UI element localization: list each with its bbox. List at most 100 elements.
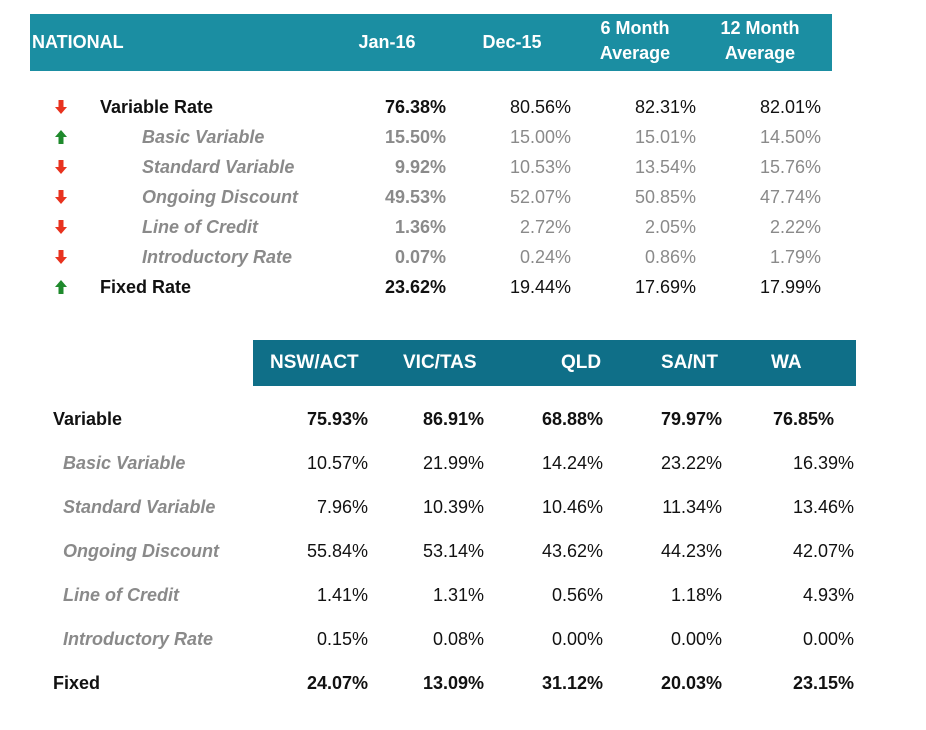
- national-row: Basic Variable 15.50% 15.00% 15.01% 14.50%: [0, 122, 926, 152]
- value-wa: 42.07%: [792, 541, 854, 561]
- value-dec-15: 52.07%: [509, 187, 571, 207]
- value-vic-tas: 21.99%: [422, 453, 484, 473]
- value-dec-15: 2.72%: [519, 217, 571, 237]
- value-6-month-average: 0.86%: [644, 247, 696, 267]
- header-nsw-act: NSW/ACT: [270, 352, 359, 373]
- value-dec-15: 0.24%: [519, 247, 571, 267]
- value-qld: 0.56%: [551, 585, 603, 605]
- state-row: Line of Credit 1.41% 1.31% 0.56% 1.18% 4.93%: [0, 580, 926, 610]
- row-label: Fixed: [53, 673, 101, 693]
- header-12-month-line2: Average: [724, 43, 796, 63]
- header-vic-tas: VIC/TAS: [403, 352, 477, 373]
- value-sa-nt: 20.03%: [660, 673, 722, 693]
- value-6-month-average: 15.01%: [634, 127, 696, 147]
- row-label: Standard Variable: [63, 497, 216, 517]
- value-qld: 68.88%: [541, 409, 603, 429]
- row-label: Basic Variable: [63, 453, 186, 473]
- value-6-month-average: 13.54%: [634, 157, 696, 177]
- value-nsw-act: 0.15%: [316, 629, 368, 649]
- state-table-header: NSW/ACT VIC/TAS QLD SA/NT WA: [253, 340, 856, 386]
- arrow-down-icon: [55, 190, 67, 204]
- value-vic-tas: 86.91%: [422, 409, 484, 429]
- row-label: Introductory Rate: [63, 629, 214, 649]
- national-row: Ongoing Discount 49.53% 52.07% 50.85% 47.74%: [0, 182, 926, 212]
- value-dec-15: 80.56%: [509, 97, 571, 117]
- row-label: Ongoing Discount: [142, 187, 298, 207]
- value-6-month-average: 82.31%: [634, 97, 696, 117]
- value-vic-tas: 0.08%: [432, 629, 484, 649]
- value-6-month-average: 50.85%: [634, 187, 696, 207]
- value-wa: 13.46%: [792, 497, 854, 517]
- value-12-month-average: 15.76%: [759, 157, 821, 177]
- value-sa-nt: 11.34%: [662, 497, 722, 517]
- arrow-down-icon: [55, 250, 67, 264]
- value-sa-nt: 44.23%: [660, 541, 722, 561]
- row-label: Fixed Rate: [100, 277, 192, 297]
- value-nsw-act: 7.96%: [316, 497, 368, 517]
- value-vic-tas: 1.31%: [432, 585, 484, 605]
- value-nsw-act: 1.41%: [316, 585, 368, 605]
- value-jan-16: 76.38%: [384, 97, 446, 117]
- value-nsw-act: 10.57%: [306, 453, 368, 473]
- value-dec-15: 19.44%: [509, 277, 571, 297]
- value-sa-nt: 0.00%: [670, 629, 722, 649]
- value-vic-tas: 53.14%: [422, 541, 484, 561]
- value-sa-nt: 23.22%: [660, 453, 722, 473]
- value-nsw-act: 55.84%: [306, 541, 368, 561]
- value-vic-tas: 13.09%: [422, 673, 484, 693]
- value-12-month-average: 82.01%: [759, 97, 821, 117]
- value-qld: 14.24%: [541, 453, 603, 473]
- value-wa: 0.00%: [802, 629, 854, 649]
- value-wa: 76.85%: [772, 409, 834, 429]
- value-wa: 16.39%: [792, 453, 854, 473]
- arrow-up-icon: [55, 280, 67, 294]
- value-qld: 10.46%: [541, 497, 603, 517]
- value-dec-15: 10.53%: [509, 157, 571, 177]
- national-row: Introductory Rate 0.07% 0.24% 0.86% 1.79%: [0, 242, 926, 272]
- value-6-month-average: 17.69%: [634, 277, 696, 297]
- state-row: Variable 75.93% 86.91% 68.88% 79.97% 76.85%: [0, 404, 926, 434]
- national-row: Fixed Rate 23.62% 19.44% 17.69% 17.99%: [0, 272, 926, 302]
- state-row: Fixed 24.07% 13.09% 31.12% 20.03% 23.15%: [0, 668, 926, 698]
- header-sa-nt: SA/NT: [661, 352, 718, 373]
- value-vic-tas: 10.39%: [422, 497, 484, 517]
- row-label: Ongoing Discount: [63, 541, 219, 561]
- row-label: Introductory Rate: [142, 247, 293, 267]
- national-header-label: NATIONAL: [32, 32, 124, 52]
- value-qld: 31.12%: [541, 673, 603, 693]
- header-12-month-line1: 12 Month: [720, 18, 800, 38]
- header-6-month-average: 6 Month Average: [585, 16, 685, 66]
- value-qld: 43.62%: [541, 541, 603, 561]
- arrow-up-icon: [55, 130, 67, 144]
- value-6-month-average: 2.05%: [644, 217, 696, 237]
- arrow-down-icon: [55, 100, 67, 114]
- header-6-month-line1: 6 Month: [600, 18, 670, 38]
- state-row: Standard Variable 7.96% 10.39% 10.46% 11.34%…: [0, 492, 926, 522]
- row-label: Variable: [53, 409, 123, 429]
- arrow-down-icon: [55, 220, 67, 234]
- value-dec-15: 15.00%: [509, 127, 571, 147]
- value-12-month-average: 17.99%: [759, 277, 821, 297]
- national-row: Standard Variable 9.92% 10.53% 13.54% 15.76%: [0, 152, 926, 182]
- national-table-header: NATIONAL Jan-16 Dec-15 6 Month Average 1…: [30, 14, 832, 71]
- arrow-down-icon: [55, 160, 67, 174]
- header-wa: WA: [771, 352, 802, 373]
- header-jan-16: Jan-16: [358, 32, 416, 52]
- row-label: Basic Variable: [142, 127, 265, 147]
- value-nsw-act: 24.07%: [306, 673, 368, 693]
- value-jan-16: 0.07%: [394, 247, 446, 267]
- row-label: Standard Variable: [142, 157, 295, 177]
- header-12-month-average: 12 Month Average: [710, 16, 810, 66]
- value-12-month-average: 2.22%: [769, 217, 821, 237]
- value-jan-16: 9.92%: [394, 157, 446, 177]
- state-row: Basic Variable 10.57% 21.99% 14.24% 23.22% 16…: [0, 448, 926, 478]
- row-label: Line of Credit: [142, 217, 258, 237]
- header-qld: QLD: [561, 352, 602, 373]
- value-qld: 0.00%: [551, 629, 603, 649]
- value-jan-16: 15.50%: [384, 127, 446, 147]
- national-row: Line of Credit 1.36% 2.72% 2.05% 2.22%: [0, 212, 926, 242]
- value-nsw-act: 75.93%: [306, 409, 368, 429]
- value-wa: 4.93%: [802, 585, 854, 605]
- value-sa-nt: 79.97%: [660, 409, 722, 429]
- value-12-month-average: 14.50%: [759, 127, 821, 147]
